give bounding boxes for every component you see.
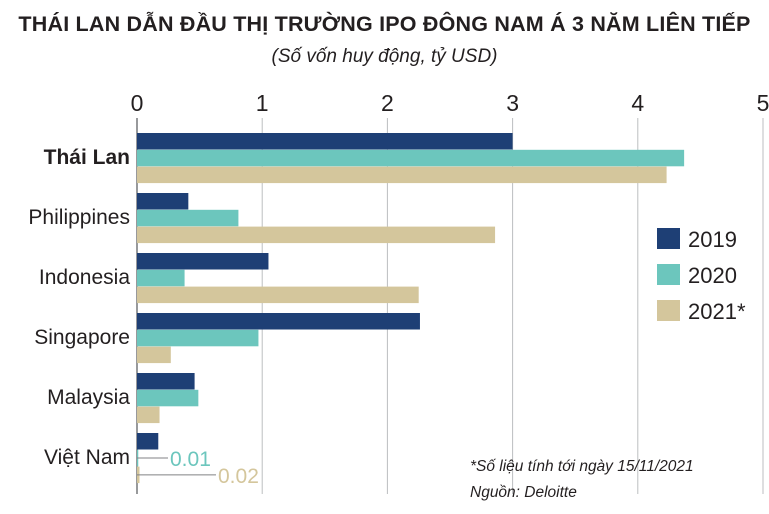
legend-swatch bbox=[657, 228, 680, 249]
chart-subtitle: (Số vốn huy động, tỷ USD) bbox=[271, 46, 498, 67]
bar bbox=[137, 389, 199, 407]
bar bbox=[137, 433, 159, 450]
category-label: Malaysia bbox=[47, 386, 130, 409]
x-tick-label: 3 bbox=[506, 90, 519, 116]
bar bbox=[137, 286, 419, 304]
bar bbox=[137, 329, 259, 347]
bar bbox=[137, 346, 171, 364]
bar bbox=[137, 226, 496, 244]
x-tick-label: 2 bbox=[381, 90, 394, 116]
bar bbox=[137, 313, 420, 330]
bar bbox=[137, 269, 185, 287]
legend-label: 2021* bbox=[688, 299, 746, 324]
x-tick-label: 5 bbox=[757, 90, 769, 116]
category-label: Singapore bbox=[34, 326, 130, 349]
category-label: Indonesia bbox=[39, 266, 130, 289]
legend-swatch bbox=[657, 300, 680, 321]
legend-swatch bbox=[657, 264, 680, 285]
bar bbox=[137, 373, 195, 390]
value-label: 0.02 bbox=[218, 465, 259, 488]
legend-label: 2019 bbox=[688, 227, 737, 252]
bar bbox=[137, 209, 239, 227]
bar bbox=[137, 133, 513, 150]
bar bbox=[137, 149, 685, 167]
chart-title: THÁI LAN DẪN ĐẦU THỊ TRƯỜNG IPO ĐÔNG NAM… bbox=[18, 12, 751, 36]
category-label: Việt Nam bbox=[44, 446, 130, 469]
x-tick-label: 4 bbox=[631, 90, 644, 116]
value-label: 0.01 bbox=[170, 448, 211, 471]
x-tick-label: 0 bbox=[131, 90, 144, 116]
footnote: *Số liệu tính tới ngày 15/11/2021 bbox=[470, 458, 694, 475]
x-tick-label: 1 bbox=[256, 90, 269, 116]
source-note: Nguồn: Deloitte bbox=[470, 484, 577, 501]
category-label: Philippines bbox=[28, 206, 130, 229]
bar bbox=[137, 253, 269, 270]
bar bbox=[137, 166, 667, 184]
category-label: Thái Lan bbox=[44, 146, 130, 169]
bar bbox=[137, 193, 189, 210]
bar bbox=[137, 406, 160, 424]
legend-label: 2020 bbox=[688, 263, 737, 288]
